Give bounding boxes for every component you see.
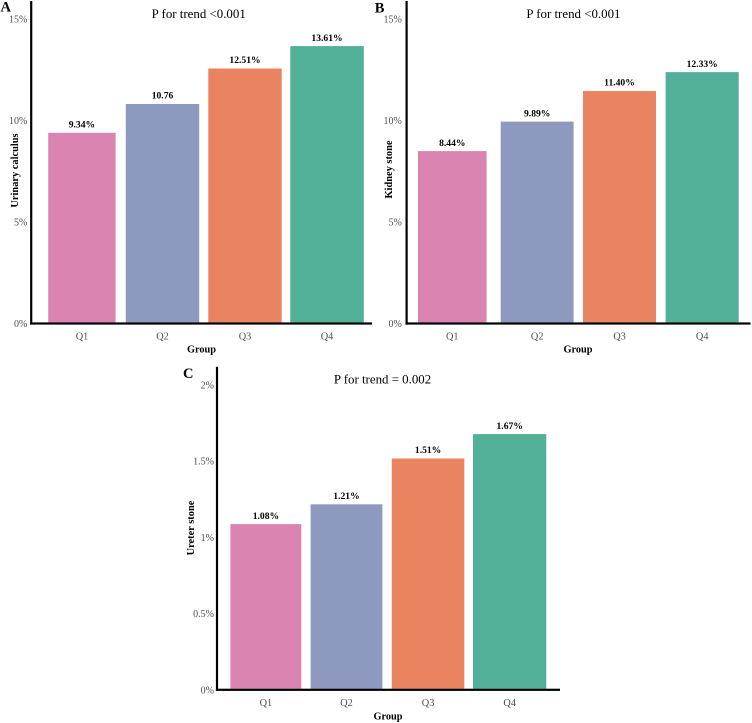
svg-text:Q4: Q4 xyxy=(503,698,516,709)
svg-text:15%: 15% xyxy=(383,15,401,26)
svg-text:Group: Group xyxy=(374,712,403,723)
svg-text:5%: 5% xyxy=(14,218,27,229)
svg-text:Q2: Q2 xyxy=(531,332,544,343)
svg-text:2%: 2% xyxy=(201,380,214,391)
svg-text:P for trend = 0.002: P for trend = 0.002 xyxy=(334,373,431,387)
svg-text:A: A xyxy=(1,0,12,15)
svg-text:0%: 0% xyxy=(201,685,214,696)
svg-text:Group: Group xyxy=(187,344,216,355)
svg-text:9.89%: 9.89% xyxy=(524,108,550,119)
svg-text:Q1: Q1 xyxy=(260,698,273,709)
svg-text:Q2: Q2 xyxy=(156,332,169,343)
svg-text:10.76: 10.76 xyxy=(152,91,174,102)
svg-text:1%: 1% xyxy=(201,533,214,544)
svg-text:Q1: Q1 xyxy=(76,332,89,343)
svg-text:Q4: Q4 xyxy=(696,332,709,343)
svg-text:0%: 0% xyxy=(14,319,27,330)
svg-text:8.44%: 8.44% xyxy=(439,138,465,149)
svg-text:12.33%: 12.33% xyxy=(687,59,718,70)
svg-text:0%: 0% xyxy=(388,319,401,330)
svg-text:B: B xyxy=(375,0,385,16)
svg-text:P for trend <0.001: P for trend <0.001 xyxy=(152,7,246,21)
svg-text:5%: 5% xyxy=(388,218,401,229)
svg-text:Q3: Q3 xyxy=(239,332,252,343)
svg-text:C: C xyxy=(183,366,193,382)
svg-text:12.51%: 12.51% xyxy=(229,55,260,66)
svg-text:Q2: Q2 xyxy=(340,698,353,709)
svg-text:1.08%: 1.08% xyxy=(253,511,279,522)
svg-text:Urinary calculus: Urinary calculus xyxy=(10,133,21,207)
svg-text:Kidney stone: Kidney stone xyxy=(384,140,395,198)
svg-text:Group: Group xyxy=(564,344,593,355)
svg-text:Q1: Q1 xyxy=(446,332,459,343)
svg-text:P for trend <0.001: P for trend <0.001 xyxy=(526,7,620,21)
svg-text:Q3: Q3 xyxy=(613,332,626,343)
svg-text:13.61%: 13.61% xyxy=(311,33,342,44)
svg-text:1.5%: 1.5% xyxy=(193,457,214,468)
svg-text:1.67%: 1.67% xyxy=(497,421,523,432)
svg-text:15%: 15% xyxy=(9,15,27,26)
svg-text:Q4: Q4 xyxy=(321,332,334,343)
svg-text:1.21%: 1.21% xyxy=(333,491,359,502)
svg-text:11.40%: 11.40% xyxy=(604,78,635,89)
svg-text:Ureter stone: Ureter stone xyxy=(186,500,197,555)
svg-text:10%: 10% xyxy=(9,116,27,127)
svg-text:0.5%: 0.5% xyxy=(193,609,214,620)
svg-text:10%: 10% xyxy=(383,116,401,127)
svg-text:Q3: Q3 xyxy=(422,698,435,709)
svg-text:9.34%: 9.34% xyxy=(69,120,95,131)
svg-text:1.51%: 1.51% xyxy=(415,445,441,456)
